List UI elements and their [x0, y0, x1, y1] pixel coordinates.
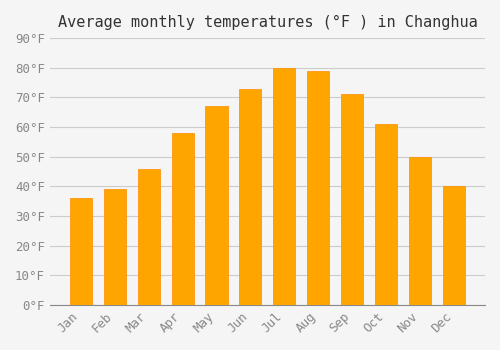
Bar [375, 124, 398, 305]
Bar [206, 106, 228, 305]
Bar [443, 187, 465, 305]
Bar [240, 89, 262, 305]
Bar [138, 169, 160, 305]
Bar [274, 68, 295, 305]
Bar [409, 157, 432, 305]
Bar [342, 94, 363, 305]
Bar [172, 133, 194, 305]
Bar [70, 198, 92, 305]
Bar [104, 189, 126, 305]
Title: Average monthly temperatures (°F ) in Changhua: Average monthly temperatures (°F ) in Ch… [58, 15, 478, 30]
Bar [308, 71, 330, 305]
